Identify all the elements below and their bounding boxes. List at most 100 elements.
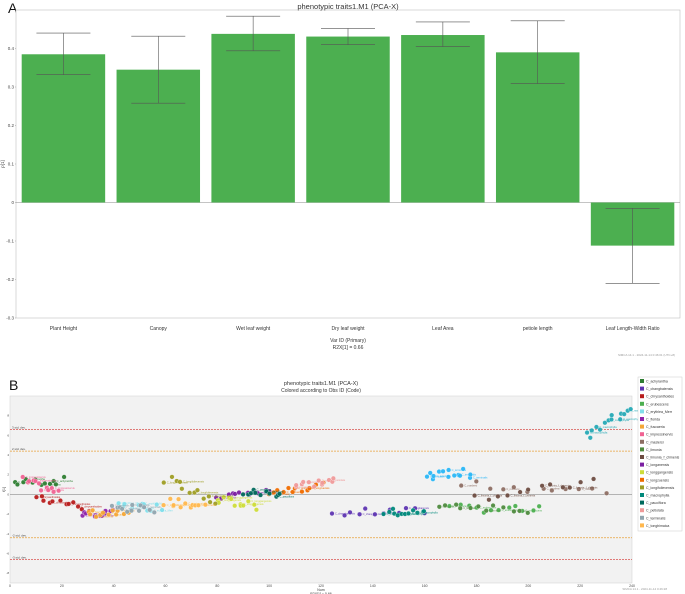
data-point: [576, 486, 582, 492]
y-tick-label: 0: [7, 492, 9, 496]
y-tick-label: -6: [6, 551, 9, 555]
x-tick-label: Wet leaf weight: [236, 326, 271, 332]
data-point: [621, 411, 627, 417]
point-label: C_terminalis: [115, 504, 130, 508]
data-point: [424, 474, 430, 480]
y-tick-label: 0.2: [8, 123, 15, 128]
data-point: [525, 510, 531, 516]
x-tick-label: 80: [215, 584, 219, 588]
bar: [21, 54, 106, 203]
data-point: [628, 406, 634, 412]
legend-label: C_longifolievensis: [646, 486, 674, 490]
bar-chart: phenotypic traits1.M1 (PCA-X) p[1] 0.4 0.3 0…: [0, 2, 681, 351]
chart-title: phenotypic traits1.M1 (PCA-X): [297, 2, 399, 11]
data-point: [587, 435, 593, 441]
data-point: [119, 506, 125, 512]
legend-swatch: [640, 417, 644, 421]
point-label: C_fuscaeria: [92, 510, 106, 514]
point-label: C_terminalis: [437, 474, 452, 478]
data-point: [490, 503, 496, 508]
data-point: [609, 412, 615, 418]
data-point: [110, 508, 116, 514]
point-label: C_maslersi: [464, 483, 477, 487]
data-point: [589, 428, 595, 433]
data-point: [539, 483, 545, 489]
data-point: [232, 503, 238, 509]
data-point: [512, 503, 518, 509]
data-point: [300, 479, 306, 485]
point-label: C_limonia: [517, 509, 529, 513]
data-point: [41, 498, 46, 504]
data-point: [410, 507, 416, 513]
y-tick-label: 6: [7, 433, 9, 437]
x-axis-label: Num: [317, 588, 324, 592]
x-tick-label: 120: [318, 584, 324, 588]
legend-label: C_erythlea_Merr: [646, 410, 673, 414]
legend-swatch: [640, 470, 644, 475]
data-point: [536, 503, 542, 509]
legend-label: C_achyrantha: [646, 380, 668, 384]
legend-swatch: [640, 447, 644, 452]
legend-label: C_erubescens: [646, 402, 669, 406]
data-point: [299, 489, 305, 495]
data-point: [87, 511, 93, 517]
point-label: C_chrysanthoides: [39, 495, 60, 499]
point-label: C_impressinervis: [37, 478, 58, 482]
legend-label: C_fuscaeria: [646, 425, 665, 429]
legend-label: C_impressinervis: [646, 433, 673, 437]
panel-b: B phenotypic traits1.M1 (PCA-X) Colored a…: [0, 375, 685, 594]
x-tick-label: 180: [474, 584, 480, 588]
data-point: [38, 487, 44, 493]
point-label: C_longgangensis: [251, 499, 272, 503]
data-point: [179, 486, 185, 492]
data-point: [505, 493, 510, 498]
data-point: [473, 478, 479, 484]
point-label: C_longifolievensis: [212, 494, 234, 498]
data-point: [171, 502, 177, 508]
data-point: [414, 510, 420, 516]
y-axis-label: t[1]: [2, 487, 6, 492]
data-point: [372, 511, 378, 517]
legend-label: C_florida: [646, 418, 660, 422]
data-point: [525, 487, 531, 493]
data-point: [14, 481, 20, 487]
data-point: [169, 474, 175, 480]
y-tick-label: 4: [7, 453, 9, 457]
data-point: [240, 503, 246, 508]
data-point: [487, 486, 493, 492]
legend-label: C_longzuensis: [646, 478, 669, 482]
data-point: [306, 479, 312, 485]
data-point: [194, 487, 200, 493]
data-point: [293, 482, 299, 488]
data-point: [267, 491, 272, 496]
data-point: [47, 481, 53, 487]
data-point: [57, 498, 63, 504]
legend-label: C_tonghimaica: [646, 524, 669, 528]
data-point: [159, 507, 165, 513]
data-point: [511, 484, 517, 490]
legend-swatch: [640, 508, 644, 513]
point-label: C_limonia_f_chinenis: [478, 493, 503, 497]
legend-swatch: [640, 394, 644, 399]
data-point: [500, 504, 506, 510]
data-point: [49, 498, 55, 504]
data-point: [468, 505, 473, 511]
data-point: [228, 496, 234, 502]
point-label: C_pauciflora: [279, 494, 294, 498]
data-point: [506, 505, 512, 511]
data-point: [567, 485, 573, 491]
point-label: C_longzuensis: [312, 486, 330, 490]
data-point: [128, 508, 134, 514]
data-point: [446, 467, 452, 473]
data-point: [56, 488, 62, 494]
data-point: [93, 514, 99, 520]
panel-a: A phenotypic traits1.M1 (PCA-X) p[1] 0.4 0.…: [0, 0, 681, 357]
x-tick-label: 160: [422, 584, 428, 588]
data-point: [421, 508, 427, 514]
r2x-label: R2X[1] = 0.66: [310, 592, 332, 594]
point-label: C_terminalis: [430, 474, 445, 478]
std-dev-label: -2 std. dev.: [12, 534, 27, 538]
legend-swatch: [640, 493, 644, 497]
legend-swatch: [640, 485, 644, 490]
chart-title: phenotypic traits1.M1 (PCA-X): [284, 381, 358, 387]
